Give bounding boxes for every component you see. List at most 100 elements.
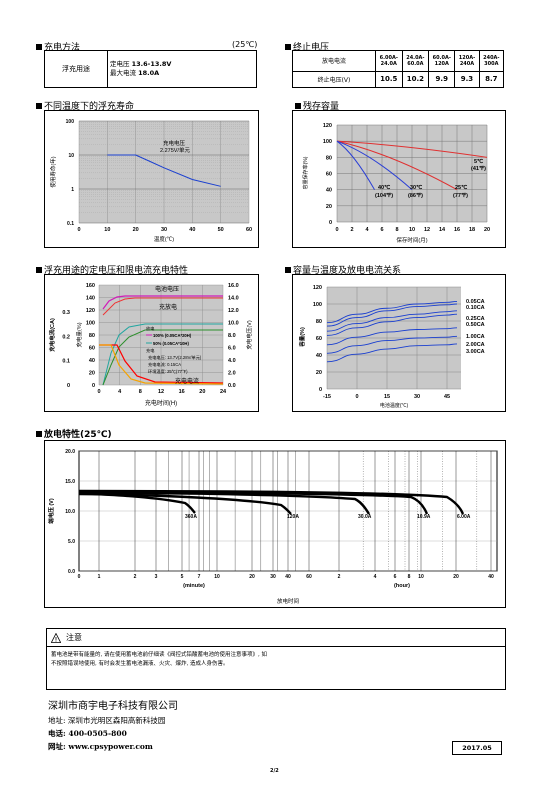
x-tick: 45 [444,394,450,400]
x-tick-minute: 2 [134,574,137,580]
voltage-label: 终止电压(V) [292,70,376,89]
y-tick: 120 [313,285,322,291]
x-tick: 8 [395,227,398,233]
section-title-remaining: 残存容量 [295,99,339,112]
section-title-text: 浮充用途的定电压和限电流充电特性 [44,266,189,276]
y-tick-capacity: 80 [89,333,95,339]
y-tick: 0 [319,387,322,393]
annotation-line1: 充电电压 [163,139,186,147]
x-tick: 0 [97,389,100,395]
discharge-curve-120 [78,492,292,515]
caution-text: 蓄电池是带有能量的, 请在使用蓄电池前仔细读《阀控式铅酸蓄电池的使用注意事项》,… [47,647,505,673]
y-tick-capacity: 0 [92,383,95,389]
y-tick: 100 [313,302,322,308]
y-tick-capacity: 100 [86,321,95,327]
series-label: 6.00A [457,514,471,520]
legend-l5: 充电电压: 13.7V(2.28V/单元) [148,354,202,361]
legend-l7: 环境温度: 25℃(77℉) [148,368,188,375]
series-label: 10.9A [417,514,431,520]
x-axis-label: 放电时间 [277,597,299,605]
x-axis-label: 电池温度(℃) [380,402,409,409]
section-title-charge: 充电方法 [36,40,80,53]
label-40c-f: (104℉) [375,192,393,199]
y-tick: 60 [316,336,322,342]
x-tick: 0 [355,394,358,400]
y-tick: 5.0 [68,539,75,545]
current-curve-half [99,344,224,385]
capacity-curve [336,140,413,191]
x-axis-label: 充电时间(H) [145,399,177,407]
x-tick-minute: 5 [181,574,184,580]
y-tick: 20 [326,204,332,210]
y-tick: 15.0 [65,479,75,485]
minute-label: (minute) [183,583,205,589]
series-label: 2.00CA [466,342,485,348]
y-axis-label: 容量保存率(%) [302,156,309,189]
section-title-text: 容量与温度及放电电流关系 [293,266,402,276]
y-tick-voltage: 14.0 [228,296,239,302]
y-tick-voltage: 0.0 [228,383,236,389]
capacity-curve [336,140,375,190]
capacity-series [326,303,458,327]
current-cell: 6.00A-24.0A [375,50,403,72]
x-tick: 4 [118,389,122,395]
voltage-cell: 9.9 [428,70,456,89]
y-tick-voltage: 16.0 [228,283,239,289]
series-label: 0.05CA [466,299,485,305]
x-axis-label: 温度(℃) [154,235,174,243]
discharge-chart: 0.0 5.0 10.0 15.0 20.0 0 1 2 3 5 7 10 20 30 40 60 2 4 6 8 10… [47,449,498,605]
series-label: 120A [287,514,299,520]
capacity-series [326,301,458,324]
x-tick-minute: 1 [98,574,101,580]
y-axis-label: 容量(%) [298,327,306,348]
charge-label: 浮充用途 [44,50,108,88]
x-tick-minute: 40 [285,574,291,580]
label-30c-f: (86℉) [408,192,423,199]
series-label: 0.50CA [466,322,485,328]
discharge-chart-box: 0.0 5.0 10.0 15.0 20.0 0 1 2 3 5 7 10 20 30 40 60 2 4 6 8 10… [44,440,506,608]
section-title-text: 不同温度下的浮充寿命 [44,102,135,112]
capacity-series [326,313,458,336]
x-tick-minute: 60 [306,574,312,580]
warning-icon: ! [51,632,61,643]
x-tick-hour: 6 [394,574,397,580]
y-axis-label-outer: 充电电流(CA) [48,318,56,352]
svg-text:!: ! [55,637,57,642]
company-address: 地址: 深圳市光明区森阳高新科技园 [48,716,166,725]
capacity-curve-alt [102,329,223,386]
x-tick: 0 [335,227,338,233]
x-tick: 6 [380,227,383,233]
x-tick: 40 [189,227,195,233]
discharge-curve-6 [78,489,465,515]
float-life-chart-box: 0 10 20 30 40 50 60 0.1 1 10 100 充电电压 2.275V/单元 温度… [44,110,259,248]
caution-title: 注意 [66,633,82,642]
y-axis-label: 端电压 (V) [47,498,55,524]
y-tick: 60 [326,172,332,178]
x-tick: 4 [365,227,369,233]
y-axis-label-inner: 充电量(%) [75,322,83,347]
capacity-temp-chart-box: -15 0 15 30 45 0 20 40 60 80 100 120 0.05CA 0.10CA 0.… [292,274,506,412]
y-tick-voltage: 10.0 [228,321,239,327]
x-tick-minute: 20 [249,574,255,580]
x-axis-label: 保存时间(月) [396,236,427,244]
x-tick-hour: 8 [408,574,411,580]
x-tick-minute: 10 [214,574,220,580]
current-curve-full [99,344,224,384]
x-tick: 12 [158,389,164,395]
charge-values: 定电压 13.6-13.8V 最大电流 18.0A [107,50,257,88]
charge-curve-chart: 0 4 8 12 16 20 24 0 20 40 60 80 100 120 140 160 0 0.1 0.2 0… [48,283,253,407]
current-cell: 240A-300A [478,50,505,72]
label-5c: 5℃ [474,158,484,165]
series-label: 360A [185,514,197,520]
label-25c: 25℃ [455,184,468,191]
capacity-series [326,327,458,346]
caution-box: ! 注意 蓄电池是带有能量的, 请在使用蓄电池前仔细读《阀控式铅酸蓄电池的使用注… [46,628,506,690]
float-life-chart: 0 10 20 30 40 50 60 0.1 1 10 100 充电电压 2.275V/单元 温度… [49,119,252,243]
x-tick-minute: 0 [78,574,81,580]
current-cell: 60.0A-120A [428,50,456,72]
label-voltage: 电池电压 [155,285,179,293]
legend-l2: 100% (0.05CA*20H) [153,333,192,338]
y-tick-voltage: 2.0 [228,371,236,377]
label-charge: 充放电 [159,303,177,311]
